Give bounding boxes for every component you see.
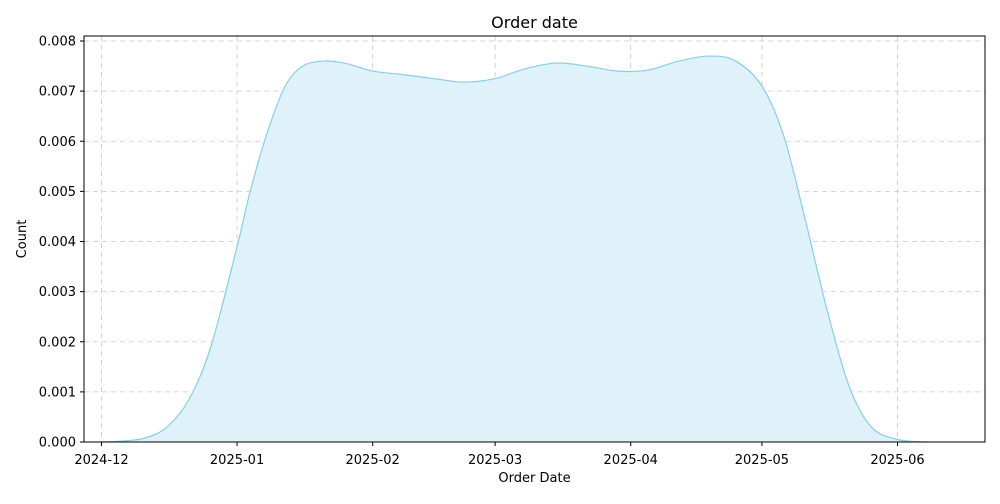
y-tick-label: 0.006 (39, 135, 76, 150)
y-tick-label: 0.004 (39, 235, 76, 250)
y-tick-label: 0.003 (39, 285, 76, 300)
plot-frame (83, 35, 986, 443)
density-area-fill (101, 56, 929, 443)
y-tick-label: 0.000 (39, 436, 76, 451)
y-tick-label: 0.008 (39, 35, 76, 50)
x-tick-label: 2025-03 (468, 453, 522, 468)
ticks-layer: 2024-12 2025-01 2025-02 2025-03 2025-04 2025-… (39, 35, 925, 468)
y-tick-label: 0.001 (39, 385, 76, 400)
y-tick-label: 0.005 (39, 185, 76, 200)
x-tick-label: 2024-12 (74, 453, 128, 468)
x-axis-label: Order Date (498, 471, 570, 486)
y-tick-label: 0.002 (39, 335, 76, 350)
x-tick-label: 2025-06 (870, 453, 924, 468)
density-line (101, 55, 929, 443)
area-layer (101, 55, 929, 443)
x-tick-label: 2025-01 (210, 453, 264, 468)
y-tick-label: 0.007 (39, 85, 76, 100)
x-tick-label: 2025-04 (604, 453, 658, 468)
chart-title: Order date (491, 13, 578, 32)
y-axis-label: Count (15, 220, 30, 259)
x-tick-label: 2025-02 (346, 453, 400, 468)
x-tick-label: 2025-05 (735, 453, 789, 468)
